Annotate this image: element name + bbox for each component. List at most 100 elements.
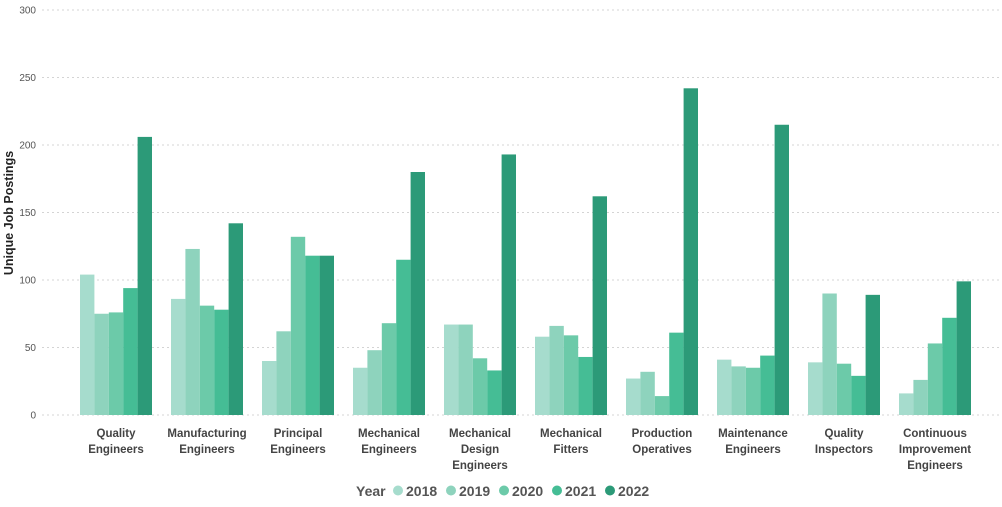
x-category-label-line: Engineers [452, 460, 508, 472]
x-category-label-line: Engineers [270, 444, 326, 456]
x-category-label-line: Continuous [903, 428, 967, 440]
bar [549, 325, 564, 415]
bar [171, 298, 186, 415]
bar [199, 305, 215, 415]
legend-title: Year [356, 483, 386, 499]
bar [228, 223, 243, 415]
bar [305, 255, 320, 415]
bar [290, 236, 306, 415]
bar [760, 355, 775, 415]
legend-label: 2019 [459, 483, 490, 499]
bar [927, 343, 943, 415]
bar [381, 323, 397, 415]
legend: Year 2018 2019 2020 2021 2022 [356, 483, 649, 499]
x-category-label-line: Mechanical [358, 428, 420, 440]
x-category-label-line: Principal [274, 428, 323, 440]
x-category-label: Mechanical Engineers [358, 428, 420, 456]
bar [654, 396, 670, 415]
bar [185, 248, 200, 415]
x-category-label-line: Mechanical [449, 428, 511, 440]
y-tick-labels: 0 50 100 150 200 250 300 [19, 6, 36, 422]
x-category-label-line: Inspectors [815, 444, 873, 456]
bar [535, 336, 550, 415]
x-category-label-line: Improvement [899, 444, 971, 456]
y-tick-label: 300 [19, 6, 36, 17]
bar [367, 350, 382, 415]
y-tick-label: 250 [19, 73, 36, 84]
bar [262, 361, 277, 415]
legend-marker [499, 485, 509, 496]
x-category-label-line: Engineers [179, 444, 235, 456]
legend-marker [605, 485, 615, 496]
bar [626, 378, 641, 415]
x-category-label-line: Maintenance [718, 428, 788, 440]
y-tick-label: 200 [19, 141, 36, 152]
x-category-label-line: Production [632, 428, 693, 440]
bar [563, 335, 579, 415]
bar [731, 366, 746, 415]
y-tick-label: 100 [19, 276, 36, 287]
bar [458, 324, 473, 415]
bar [774, 124, 789, 415]
bar [94, 313, 109, 415]
legend-label: 2020 [512, 483, 543, 499]
x-category-label: Production Operatives [632, 428, 693, 456]
x-category-label: Mechanical Design Engineers [449, 428, 511, 472]
bar [942, 317, 957, 415]
x-category-label: Quality Inspectors [815, 428, 873, 456]
bar [319, 255, 334, 415]
bar [956, 281, 971, 415]
bar [865, 294, 880, 415]
legend-marker [393, 485, 403, 496]
x-category-label-line: Mechanical [540, 428, 602, 440]
x-category-label-line: Quality [825, 428, 865, 440]
y-tick-label: 0 [30, 411, 36, 422]
bar [808, 362, 823, 415]
x-category-label-line: Manufacturing [167, 428, 246, 440]
x-category-label: Principal Engineers [270, 428, 326, 456]
bar [592, 196, 607, 415]
bar [669, 332, 684, 415]
bar [410, 172, 425, 415]
x-category-label: Manufacturing Engineers [167, 428, 246, 456]
bar [396, 259, 411, 415]
bar [214, 309, 229, 415]
bar [717, 359, 732, 415]
x-category-label-line: Quality [97, 428, 137, 440]
legend-label: 2018 [406, 483, 437, 499]
legend-label: 2022 [618, 483, 649, 499]
legend-marker [446, 485, 456, 496]
x-category-label-line: Fitters [553, 444, 588, 456]
bar [276, 331, 291, 415]
bar [899, 393, 914, 415]
bar [353, 367, 368, 415]
bar [683, 88, 698, 416]
x-category-label-line: Design [461, 444, 499, 456]
x-category-label-line: Engineers [907, 460, 963, 472]
bar [123, 288, 138, 415]
bars [80, 88, 971, 416]
x-category-label: Quality Engineers [88, 428, 144, 456]
x-category-label-line: Engineers [725, 444, 781, 456]
bar [444, 324, 459, 415]
x-category-label: Mechanical Fitters [540, 428, 602, 456]
bar [578, 356, 593, 415]
bar [913, 379, 928, 415]
y-tick-label: 150 [19, 208, 36, 219]
bar [137, 136, 152, 415]
x-category-label-line: Operatives [632, 444, 691, 456]
legend-label: 2021 [565, 483, 596, 499]
bar [472, 358, 488, 415]
bar [501, 154, 516, 415]
x-category-label-line: Engineers [361, 444, 417, 456]
bar [822, 293, 837, 415]
legend-marker [552, 485, 562, 496]
bar [80, 274, 95, 415]
bar [640, 371, 655, 415]
y-axis-label: Unique Job Postings [2, 151, 16, 275]
bar [851, 375, 866, 415]
y-tick-label: 50 [25, 343, 37, 354]
bar [836, 363, 852, 415]
